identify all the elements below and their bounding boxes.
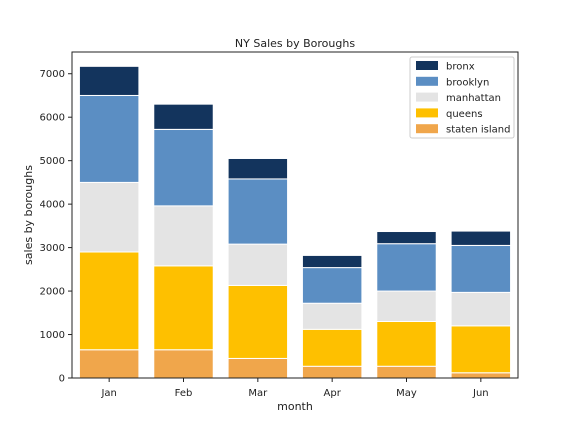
y-tick-label: 1000 (40, 330, 65, 341)
bar-manhattan-may (376, 290, 437, 323)
bar-staten-island-apr (301, 365, 363, 379)
x-axis-label: month (277, 400, 313, 413)
bar-queens-jan (78, 251, 140, 351)
chart-title: NY Sales by Boroughs (235, 37, 355, 50)
legend-label-manhattan: manhattan (446, 93, 501, 104)
legend-swatch-staten-island (416, 124, 438, 134)
y-tick-label: 2000 (40, 287, 65, 298)
legend-swatch-manhattan (416, 92, 438, 102)
bar-bronx-mar (227, 157, 289, 180)
axes-frame (71, 51, 519, 379)
bar-staten-island-may (376, 365, 437, 379)
legend-label-queens: queens (446, 109, 483, 120)
x-tick-label: Jan (100, 388, 116, 399)
bars-group (78, 65, 512, 379)
bar-queens-feb (153, 265, 214, 351)
bar-staten-island-feb (153, 349, 214, 379)
bar-bronx-jun (450, 230, 512, 246)
bar-queens-jun (450, 325, 512, 374)
x-tick-label: Feb (175, 388, 193, 399)
bar-bronx-may (376, 231, 437, 245)
bar-manhattan-jun (450, 291, 512, 327)
bar-manhattan-mar (227, 243, 289, 286)
bar-brooklyn-apr (301, 267, 363, 304)
bar-staten-island-jan (78, 349, 140, 379)
bar-brooklyn-jun (450, 244, 512, 293)
y-axis-label: sales by boroughs (22, 165, 35, 265)
y-tick-label: 0 (59, 374, 65, 385)
bar-brooklyn-may (376, 243, 437, 292)
bar-brooklyn-jan (78, 94, 140, 183)
bar-manhattan-jan (78, 181, 140, 253)
bar-queens-apr (301, 328, 363, 367)
y-tick-label: 6000 (40, 113, 65, 124)
bar-bronx-apr (301, 254, 363, 269)
x-axis: Jan Feb Mar Apr May Jun (100, 378, 489, 399)
x-tick-label: May (396, 388, 417, 399)
bar-queens-mar (227, 284, 289, 359)
bar-manhattan-feb (153, 205, 214, 267)
y-axis: 0 1000 2000 3000 4000 5000 6000 7000 (40, 69, 72, 385)
x-tick-label: Mar (248, 388, 268, 399)
bar-manhattan-apr (301, 302, 363, 330)
x-tick-label: Apr (324, 388, 342, 399)
legend-swatch-queens (416, 108, 438, 118)
y-tick-label: 3000 (40, 243, 65, 254)
bar-staten-island-jun (450, 372, 512, 379)
y-tick-label: 4000 (40, 200, 65, 211)
bar-brooklyn-feb (153, 128, 214, 207)
x-tick-label: Jun (472, 388, 489, 399)
bar-brooklyn-mar (227, 178, 289, 245)
y-tick-label: 7000 (40, 69, 65, 80)
legend-label-staten-island: staten island (446, 125, 510, 136)
bar-queens-may (376, 320, 437, 367)
legend: bronx brooklyn manhattan queens staten islan… (409, 56, 515, 139)
y-tick-label: 5000 (40, 156, 65, 167)
legend-swatch-brooklyn (416, 76, 438, 86)
legend-label-bronx: bronx (446, 62, 475, 73)
bar-staten-island-mar (227, 357, 289, 379)
legend-label-brooklyn: brooklyn (446, 77, 489, 88)
bar-bronx-feb (153, 103, 214, 130)
bar-bronx-jan (78, 65, 140, 96)
legend-swatch-bronx (416, 61, 438, 70)
